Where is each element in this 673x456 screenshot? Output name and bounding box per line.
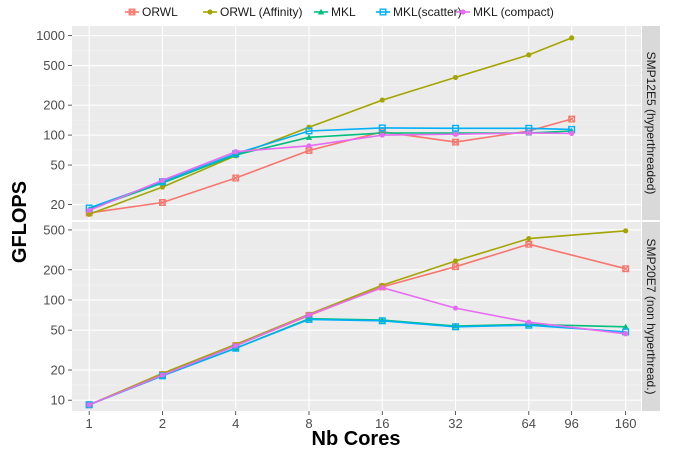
y-axis-ticks: 20 50 100 200 500 1000 [36,28,72,212]
data-point [380,97,385,102]
data-point [526,236,531,241]
y-tick-label: 200 [43,98,65,113]
data-point [233,149,238,154]
data-point [569,35,574,40]
y-tick-label: 20 [51,363,65,378]
data-point [453,75,458,80]
panel-smp12e5-hyperthreaded: 20 50 100 200 500 1000 SMP12E5 (hyperthreaded) [36,26,660,220]
legend: ORWL ORWL (Affinity) MKL MKL(scatter) MKL (c… [125,5,554,19]
x-tick-label: 4 [232,416,239,431]
data-point [623,228,628,233]
y-tick-label: 20 [51,197,65,212]
x-tick-label: 96 [564,416,578,431]
x-tick-label: 32 [448,416,462,431]
y-tick-label: 100 [43,128,65,143]
data-point [526,52,531,57]
x-tick-label: 160 [615,416,637,431]
y-axis-ticks: 10 20 50 100 200 500 [43,222,72,407]
data-point [453,132,458,137]
x-tick-label: 64 [522,416,536,431]
panels: 20 50 100 200 500 1000 SMP12E5 (hyperthreaded)… [36,26,660,411]
y-axis-label: GFLOPS [9,181,31,263]
y-tick-label: 500 [43,58,65,73]
legend-label: MKL [331,5,356,19]
data-point [306,312,311,317]
y-tick-label: 50 [51,158,65,173]
legend-item-orwl-affinity: ORWL (Affinity) [203,5,302,19]
data-point [569,131,574,136]
data-point [87,208,92,213]
data-point [160,178,165,183]
data-point [87,402,92,407]
panel-smp20e7-non-hyperthread: 10 20 50 100 200 500 SMP20E7 (non hyperthread.… [43,222,660,411]
data-point [526,130,531,135]
y-tick-label: 1000 [36,28,65,43]
data-point [453,258,458,263]
legend-swatch-marker [207,9,212,14]
y-tick-label: 200 [43,262,65,277]
y-tick-label: 500 [43,222,65,237]
data-point [623,331,628,336]
x-tick-label: 2 [159,416,166,431]
legend-item-mkl: MKL [314,5,356,19]
legend-item-mkl-scatter: MKL(scatter) [376,5,462,19]
legend-item-orwl: ORWL [125,5,178,19]
data-point [306,143,311,148]
strip-label: SMP20E7 (non hyperthread.) [644,238,658,394]
strip-label: SMP12E5 (hyperthreaded) [644,52,658,195]
data-point [160,372,165,377]
data-point [306,125,311,130]
legend-item-mkl-compact: MKL (compact) [456,5,554,19]
data-point [233,343,238,348]
x-tick-label: 1 [86,416,93,431]
legend-label: MKL(scatter) [393,5,462,19]
data-point [453,305,458,310]
y-tick-label: 100 [43,292,65,307]
data-point [526,320,531,325]
legend-label: ORWL (Affinity) [220,5,302,19]
legend-label: ORWL [142,5,178,19]
data-point [380,285,385,290]
y-tick-label: 50 [51,323,65,338]
x-axis-label: Nb Cores [312,428,401,450]
legend-swatch-marker [460,9,465,14]
legend-label: MKL (compact) [473,5,554,19]
y-tick-label: 10 [51,393,65,408]
data-point [380,132,385,137]
